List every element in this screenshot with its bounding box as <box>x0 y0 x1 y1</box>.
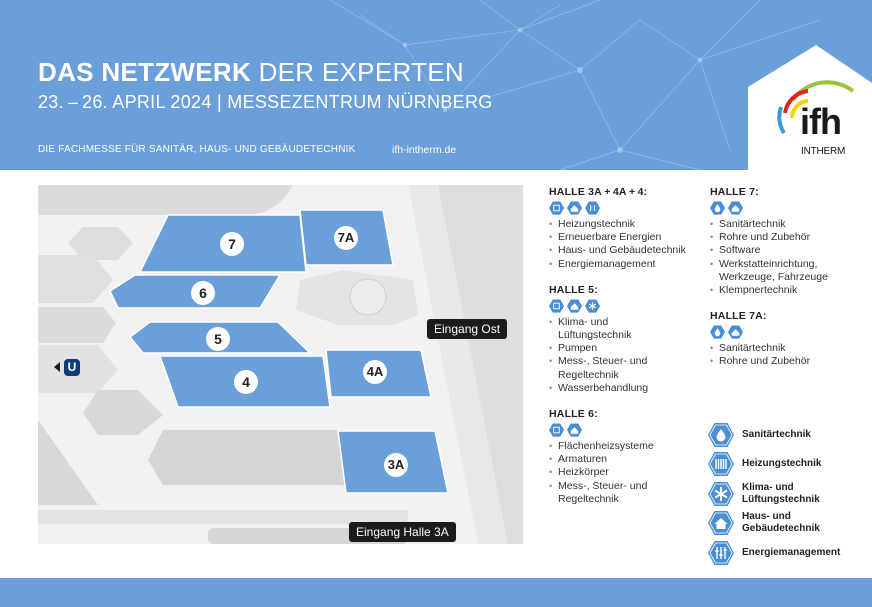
fan-icon <box>708 481 734 506</box>
hall-icons <box>549 423 699 438</box>
hall-7a-badge[interactable]: 7A <box>334 226 358 250</box>
list-item: Klempnertechnik <box>710 284 870 297</box>
footer-band <box>0 578 872 607</box>
radiator-icon <box>549 423 564 437</box>
legend-item-energie: Energiemanagement <box>708 538 840 568</box>
hall-info-3a-4a-4: HALLE 3A + 4A + 4: Heizungstechnik Erneu… <box>549 185 699 271</box>
list-item: Heizungstechnik <box>549 218 699 231</box>
hall-info-5: HALLE 5: Klima- und Lüftungstechnik Pump… <box>549 283 699 395</box>
legend-item-klima: Klima- und Lüftungstechnik <box>708 479 840 509</box>
list-item: Sanitärtechnik <box>710 342 870 355</box>
hall-icons <box>549 299 699 314</box>
hall-icons <box>549 201 699 216</box>
radiator-icon <box>549 299 564 313</box>
hall-info-7a: HALLE 7A: Sanitärtechnik Rohre und Zubeh… <box>710 309 870 369</box>
list-item: Wasserbehandlung <box>549 382 699 395</box>
logo-house-shape <box>748 45 872 172</box>
venue-map: 7 7A 6 5 4 4A 3A Eingang Ost Eingang Hal… <box>38 185 523 544</box>
legend-item-haus: Haus- und Gebäudetechnik <box>708 509 840 539</box>
hall-title: HALLE 3A + 4A + 4: <box>549 186 648 198</box>
halls-column-right: HALLE 7: Sanitärtechnik Rohre und Zubehö… <box>710 185 870 381</box>
house-icon <box>567 201 582 215</box>
list-item: Mess-, Steuer- und Regeltechnik <box>549 480 699 506</box>
title-light: DER EXPERTEN <box>258 57 464 87</box>
legend-label: Energiemanagement <box>742 546 841 558</box>
icon-legend: Sanitärtechnik Heizungstechnik Klima- un… <box>708 420 840 568</box>
list-item: Werkstatteinrichtung, Werkzeuge, Fahrzeu… <box>710 258 870 284</box>
list-item: Rohre und Zubehör <box>710 231 870 244</box>
list-item: Sanitärtechnik <box>710 218 870 231</box>
hall-title: HALLE 5: <box>549 283 598 296</box>
energy-icon <box>708 540 734 565</box>
hall-7-badge[interactable]: 7 <box>220 232 244 256</box>
hall-4a-badge[interactable]: 4A <box>363 360 387 384</box>
hall-icons <box>710 325 870 340</box>
legend-item-heizung: Heizungstechnik <box>708 450 840 480</box>
logo-subtitle: INTHERM <box>801 146 846 157</box>
drop-icon <box>710 325 725 339</box>
list-item: Mess-, Steuer- und Regeltechnik <box>549 355 699 381</box>
list-item: Rohre und Zubehör <box>710 355 870 368</box>
subway-badge[interactable]: U <box>64 359 80 376</box>
network-pattern-icon <box>329 0 821 170</box>
hall-6-badge[interactable]: 6 <box>191 281 215 305</box>
list-item: Heizkörper <box>549 466 699 479</box>
legend-label: Haus- und Gebäudetechnik <box>742 511 820 535</box>
drop-icon <box>708 422 734 447</box>
hall-info-7: HALLE 7: Sanitärtechnik Rohre und Zubehö… <box>710 185 870 297</box>
title-bold: DAS NETZWERK <box>38 57 252 87</box>
website-link[interactable]: ifh-intherm.de <box>392 144 457 156</box>
hall-title: HALLE 7A: <box>710 310 767 323</box>
list-item: Software <box>710 244 870 257</box>
house-icon <box>708 511 734 536</box>
drop-icon <box>710 201 725 215</box>
radiator-icon <box>708 452 734 477</box>
hall-icons <box>710 201 870 216</box>
energy-icon <box>585 201 600 215</box>
arrow-left-icon <box>54 362 60 372</box>
house-icon <box>567 299 582 313</box>
header-banner: DAS NETZWERK DER EXPERTEN 23. – 26. APRI… <box>0 0 872 170</box>
list-item: Haus- und Gebäudetechnik <box>549 244 699 257</box>
hall-4-badge[interactable]: 4 <box>234 370 258 394</box>
house-icon <box>728 201 743 215</box>
event-date-location: 23. – 26. APRIL 2024 | MESSEZENTRUM NÜRN… <box>38 92 493 112</box>
legend-label: Sanitärtechnik <box>742 428 811 440</box>
entrance-east-tag[interactable]: Eingang Ost <box>427 319 508 339</box>
list-item: Pumpen <box>549 342 699 355</box>
logo-wordmark: ifh <box>800 101 842 142</box>
hall-categories-list: Sanitärtechnik Rohre und Zubehör Softwar… <box>710 218 870 297</box>
hall-categories-list: Klima- und Lüftungstechnik Pumpen Mess-,… <box>549 316 699 395</box>
hall-categories-list: Flächenheizsysteme Armaturen Heizkörper … <box>549 440 699 506</box>
list-item: Flächenheizsysteme <box>549 440 699 453</box>
legend-label: Klima- und Lüftungstechnik <box>742 481 820 505</box>
hall-3a-badge[interactable]: 3A <box>384 453 408 477</box>
tagline: DIE FACHMESSE FÜR SANITÄR, HAUS- UND GEB… <box>38 144 356 155</box>
legend-label: Heizungstechnik <box>742 458 822 470</box>
house-icon <box>728 325 743 339</box>
list-item: Klima- und Lüftungstechnik <box>549 316 699 342</box>
hall-title: HALLE 6: <box>549 408 598 421</box>
radiator-icon <box>549 201 564 215</box>
list-item: Erneuerbare Energien <box>549 231 699 244</box>
list-item: Energiemanagement <box>549 258 699 271</box>
halls-column-left: HALLE 3A + 4A + 4: Heizungstechnik Erneu… <box>549 185 699 518</box>
hall-5-badge[interactable]: 5 <box>206 327 230 351</box>
page-title: DAS NETZWERK DER EXPERTEN <box>38 57 464 88</box>
fan-icon <box>585 299 600 313</box>
hall-categories-list: Heizungstechnik Erneuerbare Energien Hau… <box>549 218 699 271</box>
legend-item-sanitaer: Sanitärtechnik <box>708 420 840 450</box>
hall-info-6: HALLE 6: Flächenheizsysteme Armaturen He… <box>549 407 699 506</box>
map-base-icon <box>38 185 523 544</box>
entrance-3a-tag[interactable]: Eingang Halle 3A <box>349 522 456 542</box>
hall-title: HALLE 7: <box>710 186 759 198</box>
house-icon <box>567 423 582 437</box>
hall-categories-list: Sanitärtechnik Rohre und Zubehör <box>710 342 870 369</box>
list-item: Armaturen <box>549 453 699 466</box>
